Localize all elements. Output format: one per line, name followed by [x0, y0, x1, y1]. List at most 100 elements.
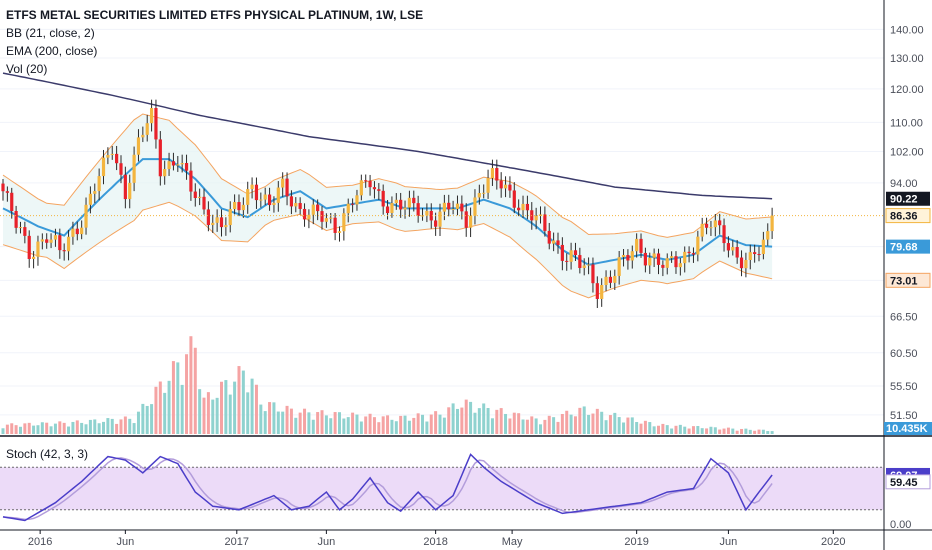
volume-bar — [735, 430, 739, 434]
volume-bar — [106, 418, 110, 434]
candle-body — [372, 187, 377, 190]
candle — [298, 197, 302, 215]
candle-body — [158, 139, 162, 177]
volume-bar — [386, 415, 390, 434]
volume-bar — [298, 412, 302, 434]
candle-body — [351, 203, 355, 205]
volume-bar — [123, 416, 127, 434]
volume-bar — [709, 426, 713, 434]
candle — [381, 184, 385, 215]
badge-box — [886, 239, 930, 254]
volume-bar — [320, 410, 324, 434]
candle — [351, 198, 355, 213]
candle — [735, 239, 739, 264]
price-badge-basis: 79.68 — [886, 239, 930, 254]
candle-body — [399, 199, 403, 210]
volume-bar — [670, 428, 674, 434]
volume-bar — [477, 408, 481, 434]
candle — [289, 190, 294, 215]
candle — [75, 221, 79, 241]
candle-body — [495, 168, 499, 181]
candle — [254, 177, 259, 209]
candle — [311, 199, 315, 225]
volume-bar — [770, 431, 774, 434]
candle — [434, 212, 438, 236]
volume-bar — [53, 423, 57, 434]
candle — [202, 188, 206, 215]
candle — [40, 233, 44, 250]
volume-bar — [753, 430, 757, 434]
candle-body — [635, 238, 639, 252]
candle — [163, 160, 167, 185]
candle-body — [377, 189, 381, 191]
volume-bar — [250, 378, 254, 434]
candle — [490, 159, 495, 186]
price-tick-label: 130.00 — [890, 53, 924, 65]
candle-body — [320, 211, 324, 222]
candle-body — [53, 235, 58, 240]
candle — [189, 162, 193, 201]
volume-bar — [517, 413, 521, 434]
volume-bar — [110, 418, 114, 434]
volume-bar — [163, 392, 167, 434]
volume-bar — [150, 404, 154, 434]
candle-body — [726, 243, 731, 251]
candle — [639, 233, 643, 258]
price-tick-label: 66.50 — [890, 311, 918, 323]
candle — [565, 253, 569, 271]
volume-bar — [700, 428, 704, 434]
volume-bar — [429, 414, 433, 434]
candle — [569, 242, 573, 270]
candle-body — [145, 123, 149, 135]
candle-body — [429, 210, 433, 221]
volume-bar — [93, 419, 97, 434]
volume-bar — [573, 416, 577, 434]
candle — [97, 168, 101, 201]
volume-bar — [744, 428, 748, 434]
bb-lower-line — [2, 201, 773, 299]
candle — [62, 243, 66, 261]
candle-body — [617, 257, 621, 276]
volume-bar — [272, 402, 276, 434]
candle — [394, 193, 398, 210]
candle — [101, 149, 106, 185]
candle — [267, 187, 272, 211]
price-tick-label: 120.00 — [890, 84, 924, 96]
candle-body — [731, 247, 735, 251]
volume-bar — [18, 426, 22, 434]
volume-bar — [726, 427, 730, 434]
candle — [600, 278, 604, 307]
candle — [93, 183, 97, 204]
legend-vol: Vol (20) — [6, 62, 48, 76]
candle-body — [364, 180, 368, 182]
candle-body — [639, 238, 643, 253]
volume-bar — [281, 411, 285, 434]
candle-body — [154, 108, 158, 140]
candle-body — [294, 203, 298, 207]
volume-bar — [613, 412, 617, 434]
candle — [447, 194, 451, 217]
candle-body — [460, 203, 464, 212]
volume-bar — [254, 384, 258, 434]
candle-body — [202, 196, 206, 210]
candle — [556, 232, 560, 254]
candle-body — [447, 202, 451, 210]
candle — [119, 155, 123, 184]
candle — [482, 184, 486, 199]
candle — [425, 203, 429, 223]
badge-box — [885, 272, 931, 288]
candle — [543, 206, 547, 237]
candle — [753, 244, 757, 263]
candle-body — [552, 240, 556, 244]
volume-bar — [211, 399, 215, 434]
candle — [84, 197, 88, 235]
badge-label: 10.435K — [886, 423, 928, 435]
candle — [508, 176, 512, 198]
stochastic-pane — [0, 453, 884, 522]
candle-body — [687, 251, 691, 254]
candle — [333, 213, 337, 241]
candle — [316, 199, 320, 221]
candle — [368, 174, 372, 196]
volume-bar — [49, 426, 53, 434]
